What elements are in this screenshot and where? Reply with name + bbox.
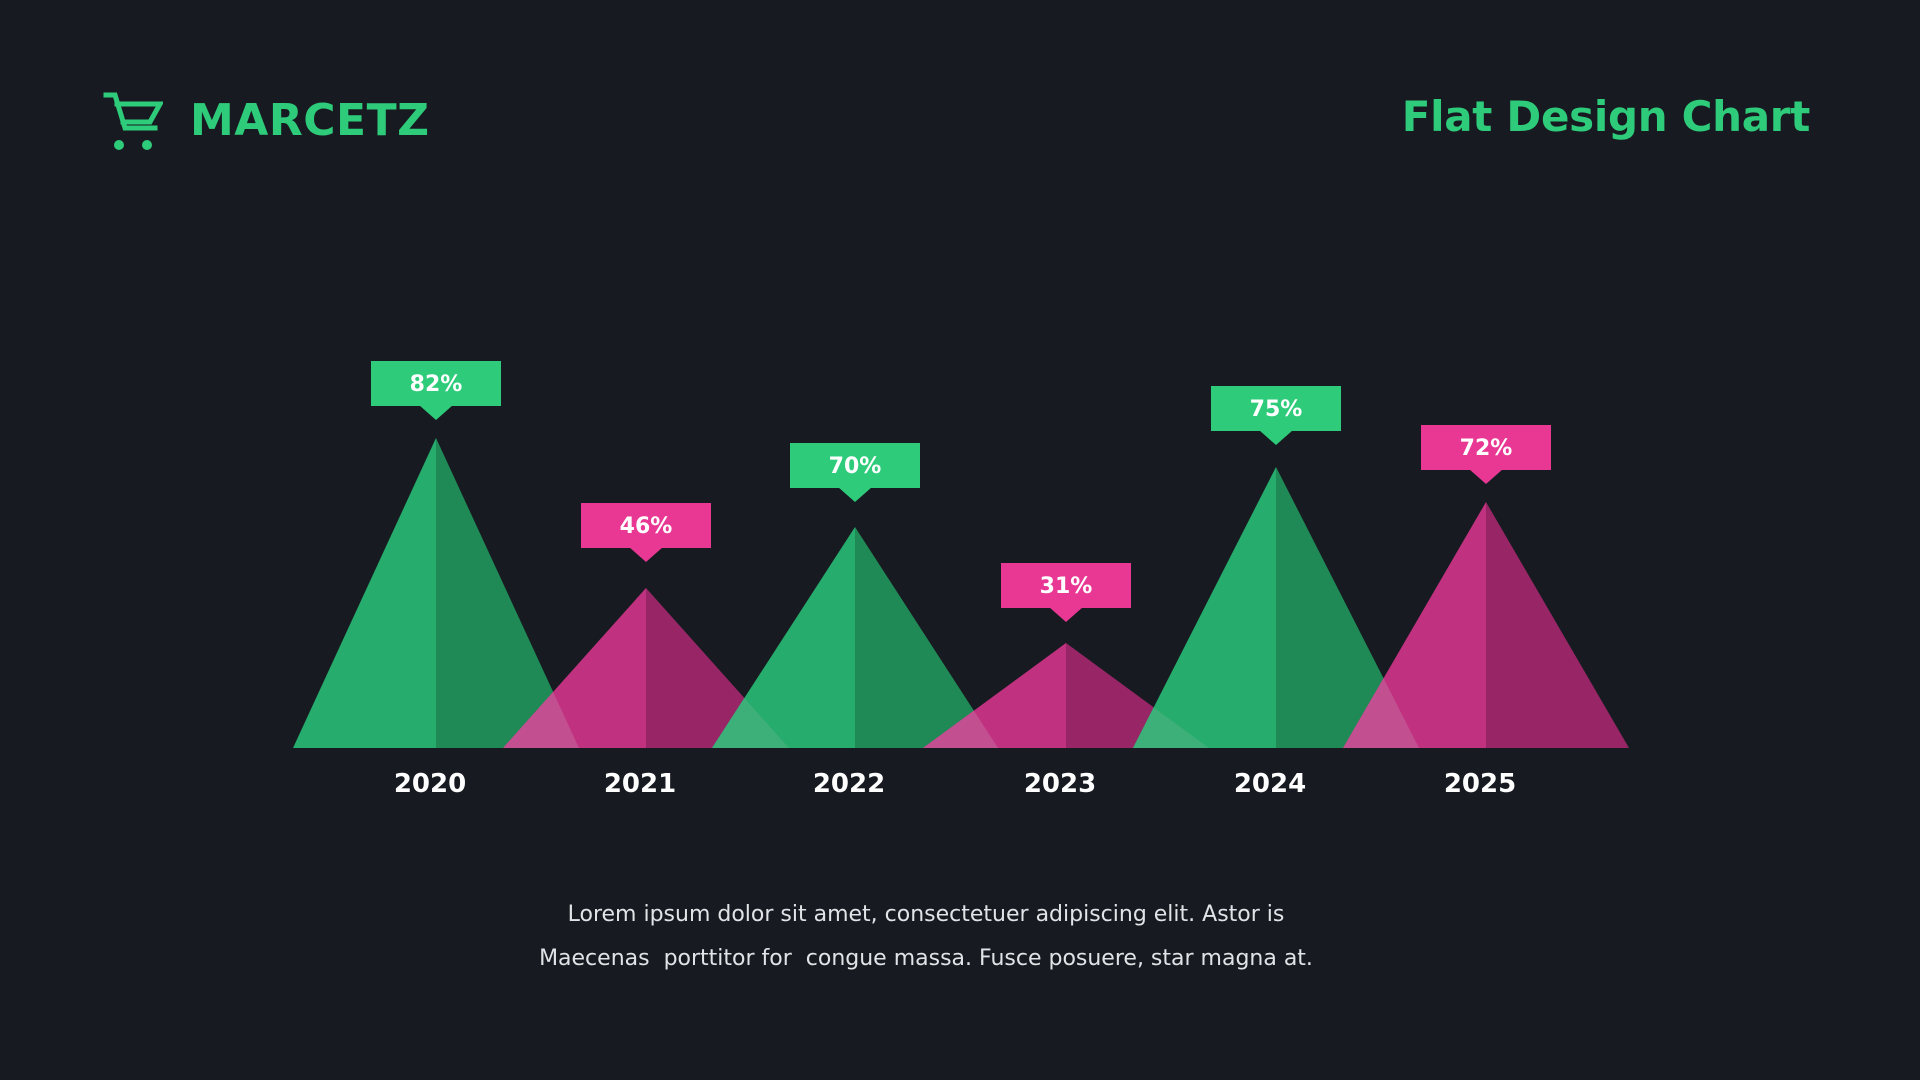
value-label-text: 82% [410, 372, 463, 397]
value-label-2021: 46% [581, 503, 711, 562]
shopping-cart-icon [103, 92, 163, 150]
brand: MARCETZ [103, 90, 429, 152]
triangle-2020 [293, 438, 579, 748]
triangle-overlap [712, 698, 789, 748]
triangle-left-face [293, 438, 436, 748]
caption-line-1: Lorem ipsum dolor sit amet, consectetuer… [567, 902, 1285, 927]
value-label-text: 46% [620, 514, 673, 539]
value-label-2022: 70% [790, 443, 920, 502]
value-label-text: 75% [1250, 397, 1303, 422]
value-label-text: 72% [1460, 436, 1513, 461]
caption-line-2: Maecenas porttitor for congue massa. Fus… [539, 946, 1313, 971]
triangle-left-face [1133, 467, 1276, 748]
triangle-right-face [1486, 502, 1629, 748]
triangle-right-face [855, 527, 998, 748]
value-label-2023: 31% [1001, 563, 1131, 622]
year-label-2020: 2020 [394, 769, 466, 799]
triangle-left-face [503, 588, 646, 748]
triangle-overlap [1343, 678, 1419, 748]
value-label-text: 70% [829, 454, 882, 479]
year-label-2022: 2022 [813, 769, 885, 799]
triangle-2022 [712, 527, 998, 748]
triangle-overlap [1133, 707, 1209, 748]
value-label-2025: 72% [1421, 425, 1551, 484]
triangle-2025 [1343, 502, 1629, 748]
triangle-left-face [712, 527, 855, 748]
value-label-text: 31% [1040, 574, 1093, 599]
triangle-right-face [1276, 467, 1419, 748]
year-label-2024: 2024 [1234, 769, 1306, 799]
triangle-right-face [436, 438, 579, 748]
year-label-2025: 2025 [1444, 769, 1516, 799]
triangle-2024 [1133, 467, 1419, 748]
value-label-2024: 75% [1211, 386, 1341, 445]
value-label-2020: 82% [371, 361, 501, 420]
year-label-2021: 2021 [604, 769, 676, 799]
triangle-overlap [923, 710, 998, 748]
triangle-overlap [503, 691, 579, 748]
brand-name: MARCETZ [190, 95, 430, 146]
caption: Lorem ipsum dolor sit amet, consectetuer… [0, 893, 1852, 981]
year-label-2023: 2023 [1024, 769, 1096, 799]
page-title: Flat Design Chart [1401, 92, 1811, 141]
